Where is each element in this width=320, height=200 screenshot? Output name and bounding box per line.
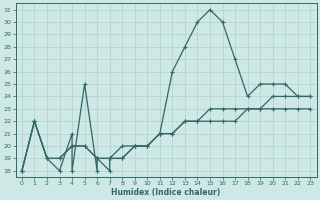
X-axis label: Humidex (Indice chaleur): Humidex (Indice chaleur) bbox=[111, 188, 221, 197]
